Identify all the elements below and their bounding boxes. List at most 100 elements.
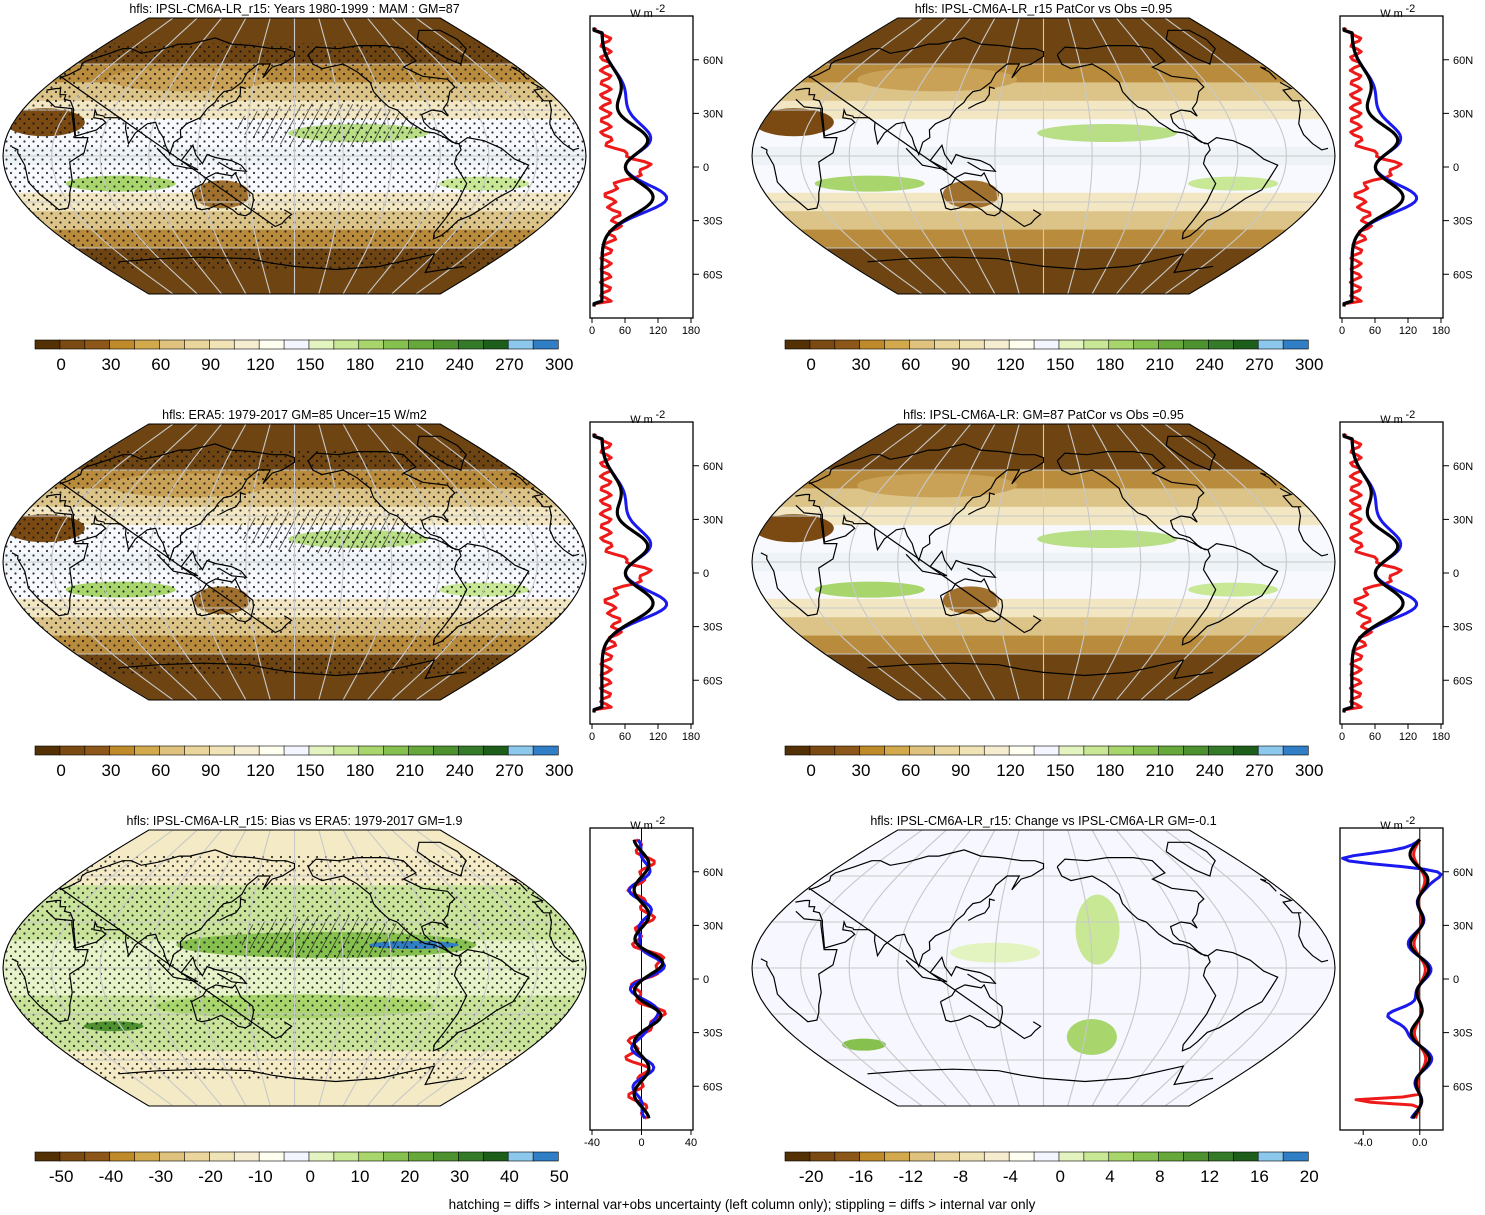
colorbar-swatch — [333, 339, 360, 350]
colorbar-label: -50 — [49, 1167, 74, 1186]
colorbar-label: 60 — [151, 355, 170, 374]
coastline-africa — [760, 910, 838, 1023]
colorbar-label: 120 — [996, 761, 1024, 780]
colorbar-swatch — [1232, 745, 1259, 756]
colorbar-swatch — [159, 1151, 186, 1162]
lat-tick-label: 30N — [1453, 920, 1473, 932]
colorbar-era5: 0 30 60 90 120 150 180 210 240 270 300 — [34, 745, 573, 780]
colorbar-swatch — [1008, 1151, 1035, 1162]
coastline-japan_uk_nz — [808, 75, 1042, 228]
colorbar-swatch — [1257, 1151, 1284, 1162]
colorbar-swatch — [258, 339, 285, 350]
colorbar-swatch — [383, 745, 410, 756]
colorbar-label: 240 — [1195, 761, 1223, 780]
colorbar-label: 180 — [1096, 761, 1124, 780]
colorbar-swatch — [1257, 745, 1284, 756]
colorbar-swatch — [983, 1151, 1010, 1162]
lat-tick-label: 0 — [1453, 162, 1459, 174]
profile-patcor: W m -2 60N 30N 0 30S 60S 0 60 120 180 — [1339, 3, 1473, 337]
lat-tick-label: 60N — [1453, 55, 1473, 67]
map-patcor — [752, 18, 1335, 294]
colorbar-swatch — [159, 339, 186, 350]
coastline-antarctica — [867, 1068, 1044, 1079]
coastline-japan_uk_nz — [219, 898, 246, 922]
colorbar-swatch — [834, 1151, 861, 1162]
coastline-japan_uk_nz — [808, 481, 1042, 634]
colorbar-swatch — [209, 339, 235, 350]
profile-model-clim: W m -2 60N 30N 0 30S 60S 0 60 120 180 — [589, 3, 723, 337]
panel-title: hfls: IPSL-CM6A-LR_r15: Years 1980-1999 … — [129, 2, 459, 16]
map-model-ens — [752, 424, 1335, 700]
coastline-greenland — [1165, 29, 1216, 65]
colorbar-swatch — [934, 745, 960, 756]
coastline-south_america — [432, 542, 530, 646]
coastline-greenland — [416, 435, 467, 471]
coastline-africa — [11, 910, 89, 1023]
coastline-japan_uk_nz — [219, 492, 246, 516]
map-outline — [751, 829, 1336, 1107]
profile-line-black — [592, 433, 655, 713]
lat-tick-label: 30N — [1453, 108, 1473, 120]
colorbar-swatch — [408, 1151, 435, 1162]
colorbar-label: 240 — [445, 761, 473, 780]
colorbar-label: 90 — [201, 761, 220, 780]
map-outline — [751, 423, 1336, 701]
colorbar-label: 20 — [400, 1167, 419, 1186]
colorbar-label: -16 — [849, 1167, 874, 1186]
colorbar-label: 300 — [545, 761, 573, 780]
colorbar-swatch — [458, 339, 484, 350]
coastline-antarctica — [118, 662, 295, 673]
colorbar-swatch — [1158, 745, 1185, 756]
colorbar-swatch — [784, 745, 811, 756]
colorbar-label: -20 — [799, 1167, 824, 1186]
units-exponent: -2 — [1406, 815, 1416, 827]
coastline-south_america — [1181, 948, 1279, 1052]
colorbar-swatch — [809, 339, 836, 350]
colorbar-swatch — [109, 1151, 136, 1162]
colorbar-swatch — [884, 339, 911, 350]
colorbar-label: 180 — [346, 355, 374, 374]
profile-x-tick: 40 — [685, 1137, 697, 1149]
colorbar-label: -40 — [99, 1167, 124, 1186]
coastline-antarctica — [118, 256, 295, 267]
coastline-africa — [548, 506, 553, 530]
colorbar-change: -20 -16 -12 -8 -4 0 4 8 12 16 20 — [784, 1151, 1319, 1186]
panel-title: hfls: IPSL-CM6A-LR_r15: Bias vs ERA5: 19… — [127, 814, 463, 828]
colorbar-swatch — [308, 1151, 335, 1162]
colorbar-swatch — [84, 339, 111, 350]
colorbar-swatch — [34, 1151, 61, 1162]
profile-x-tick: 0 — [1339, 731, 1345, 743]
lat-tick-label: 60S — [1453, 1081, 1473, 1093]
coastline-antarctica — [294, 1065, 465, 1086]
colorbar-swatch — [433, 1151, 459, 1162]
lat-tick-label: 60N — [703, 461, 723, 473]
colorbar-swatch — [1083, 745, 1110, 756]
colorbar-swatch — [1208, 745, 1234, 756]
coastline-antarctica — [1043, 253, 1214, 274]
panel-model-clim: hfls: IPSL-CM6A-LR_r15: Years 1980-1999 … — [2, 2, 723, 374]
lat-tick-label: 60N — [1453, 461, 1473, 473]
units-label: W m — [630, 820, 653, 832]
coastline-antarctica — [294, 659, 465, 680]
colorbar-swatch — [34, 745, 61, 756]
colorbar-swatch — [809, 1151, 836, 1162]
colorbar-label: 0 — [806, 761, 815, 780]
colorbar-model-ens: 0 30 60 90 120 150 180 210 240 270 300 — [784, 745, 1323, 780]
colorbar-swatch — [859, 1151, 886, 1162]
colorbar-swatch — [959, 339, 985, 350]
colorbar-label: 120 — [246, 761, 274, 780]
colorbar-swatch — [433, 745, 459, 756]
colorbar-swatch — [482, 745, 509, 756]
coastline-japan_uk_nz — [511, 472, 528, 486]
lat-tick-label: 30S — [703, 622, 723, 634]
profile-line-red — [1342, 432, 1403, 714]
lat-tick-label: 0 — [1453, 568, 1459, 580]
colorbar-model-clim: 0 30 60 90 120 150 180 210 240 270 300 — [34, 339, 573, 374]
panel-title: hfls: ERA5: 1979-2017 GM=85 Uncer=15 W/m… — [162, 408, 427, 422]
colorbar-swatch — [1008, 339, 1035, 350]
colorbar-swatch — [859, 339, 886, 350]
colorbar-swatch — [383, 1151, 410, 1162]
coastline-africa — [1297, 912, 1302, 936]
hatching — [235, 509, 416, 554]
panel-bias: hfls: IPSL-CM6A-LR_r15: Bias vs ERA5: 19… — [2, 814, 723, 1186]
